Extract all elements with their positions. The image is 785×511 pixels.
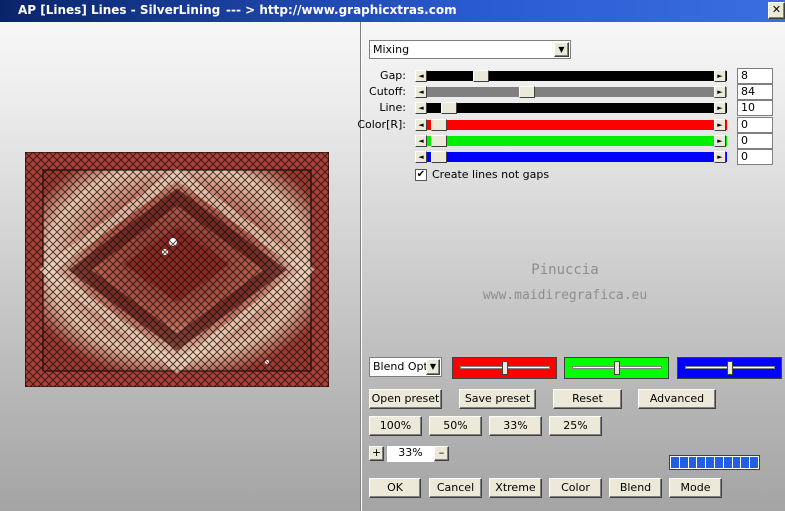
zoom-field[interactable]: 33% xyxy=(387,446,434,462)
slider-track xyxy=(415,87,727,97)
slider-track xyxy=(415,103,727,113)
slider-value[interactable]: 8 xyxy=(737,68,773,84)
close-button[interactable]: ✕ xyxy=(768,2,785,19)
zoom-button[interactable]: 25% xyxy=(549,416,602,436)
slider-value[interactable]: 10 xyxy=(737,100,773,116)
mode-select[interactable]: Mixing ▼ xyxy=(369,40,571,59)
color-slider-thumb[interactable] xyxy=(614,361,620,375)
preset-button[interactable]: Advanced xyxy=(638,389,716,409)
slider-label: Gap: xyxy=(380,69,406,82)
slider-left-arrow[interactable]: ◄ xyxy=(415,151,427,163)
mode-select-value: Mixing xyxy=(373,43,410,56)
slider-right-arrow[interactable]: ► xyxy=(714,119,726,131)
zoom-button[interactable]: 50% xyxy=(429,416,482,436)
slider-label: Color[R]: xyxy=(357,118,406,131)
zoom-button[interactable]: 33% xyxy=(489,416,542,436)
slider-thumb[interactable] xyxy=(431,135,447,147)
bottom-button[interactable]: Blend xyxy=(609,478,662,498)
slider-right-arrow[interactable]: ► xyxy=(714,135,726,147)
dropdown-arrow[interactable]: ▼ xyxy=(426,359,440,375)
window-url: --- > http://www.graphicxtras.com xyxy=(226,3,457,17)
bottom-button[interactable]: Mode xyxy=(669,478,722,498)
slider-left-arrow[interactable]: ◄ xyxy=(415,70,427,82)
watermark-url: www.maidiregrafica.eu xyxy=(482,288,648,303)
slider-left-arrow[interactable]: ◄ xyxy=(415,119,427,131)
slider-label: Cutoff: xyxy=(369,85,406,98)
slider-value[interactable]: 84 xyxy=(737,84,773,100)
slider-value[interactable]: 0 xyxy=(737,117,773,133)
progress-bar xyxy=(669,455,760,470)
zoom-minus[interactable]: – xyxy=(434,446,449,461)
slider-thumb[interactable] xyxy=(431,151,447,163)
slider-track xyxy=(415,71,727,81)
preset-button[interactable]: Reset xyxy=(553,389,622,409)
slider-left-arrow[interactable]: ◄ xyxy=(415,135,427,147)
bottom-button[interactable]: Xtreme xyxy=(489,478,542,498)
slider-left-arrow[interactable]: ◄ xyxy=(415,86,427,98)
color-slider-thumb[interactable] xyxy=(727,361,733,375)
zoom-button[interactable]: 100% xyxy=(369,416,422,436)
slider-right-arrow[interactable]: ► xyxy=(714,102,726,114)
title-bar: AP [Lines] Lines - SilverLining --- > ht… xyxy=(0,0,785,22)
preset-button[interactable]: Open preset xyxy=(369,389,442,409)
watermark-name: Pinuccia xyxy=(531,262,599,278)
preset-button[interactable]: Save preset xyxy=(459,389,536,409)
slider-track xyxy=(415,152,727,162)
blend-select[interactable]: Blend Opti ▼ xyxy=(369,357,442,377)
slider-label: Line: xyxy=(379,101,406,114)
zoom-plus[interactable]: + xyxy=(369,446,384,461)
slider-right-arrow[interactable]: ► xyxy=(714,151,726,163)
slider-left-arrow[interactable]: ◄ xyxy=(415,102,427,114)
checkbox[interactable]: ✔ xyxy=(415,169,427,181)
divider xyxy=(360,22,362,511)
slider-right-arrow[interactable]: ► xyxy=(714,70,726,82)
dropdown-arrow[interactable]: ▼ xyxy=(554,42,569,57)
preview-image xyxy=(25,152,329,387)
slider-thumb[interactable] xyxy=(441,102,457,114)
bottom-button[interactable]: OK xyxy=(369,478,421,498)
slider-thumb[interactable] xyxy=(431,119,447,131)
bottom-button[interactable]: Cancel xyxy=(429,478,482,498)
slider-value[interactable]: 0 xyxy=(737,149,773,165)
slider-thumb[interactable] xyxy=(519,86,535,98)
color-slider-thumb[interactable] xyxy=(502,361,508,375)
checkbox-label: Create lines not gaps xyxy=(432,168,550,181)
slider-thumb[interactable] xyxy=(473,70,489,82)
slider-track xyxy=(415,120,727,130)
slider-right-arrow[interactable]: ► xyxy=(714,86,726,98)
bottom-button[interactable]: Color xyxy=(549,478,602,498)
window-title: AP [Lines] Lines - SilverLining xyxy=(18,3,221,17)
slider-value[interactable]: 0 xyxy=(737,133,773,149)
blend-select-value: Blend Opti xyxy=(373,360,431,373)
slider-track xyxy=(415,136,727,146)
